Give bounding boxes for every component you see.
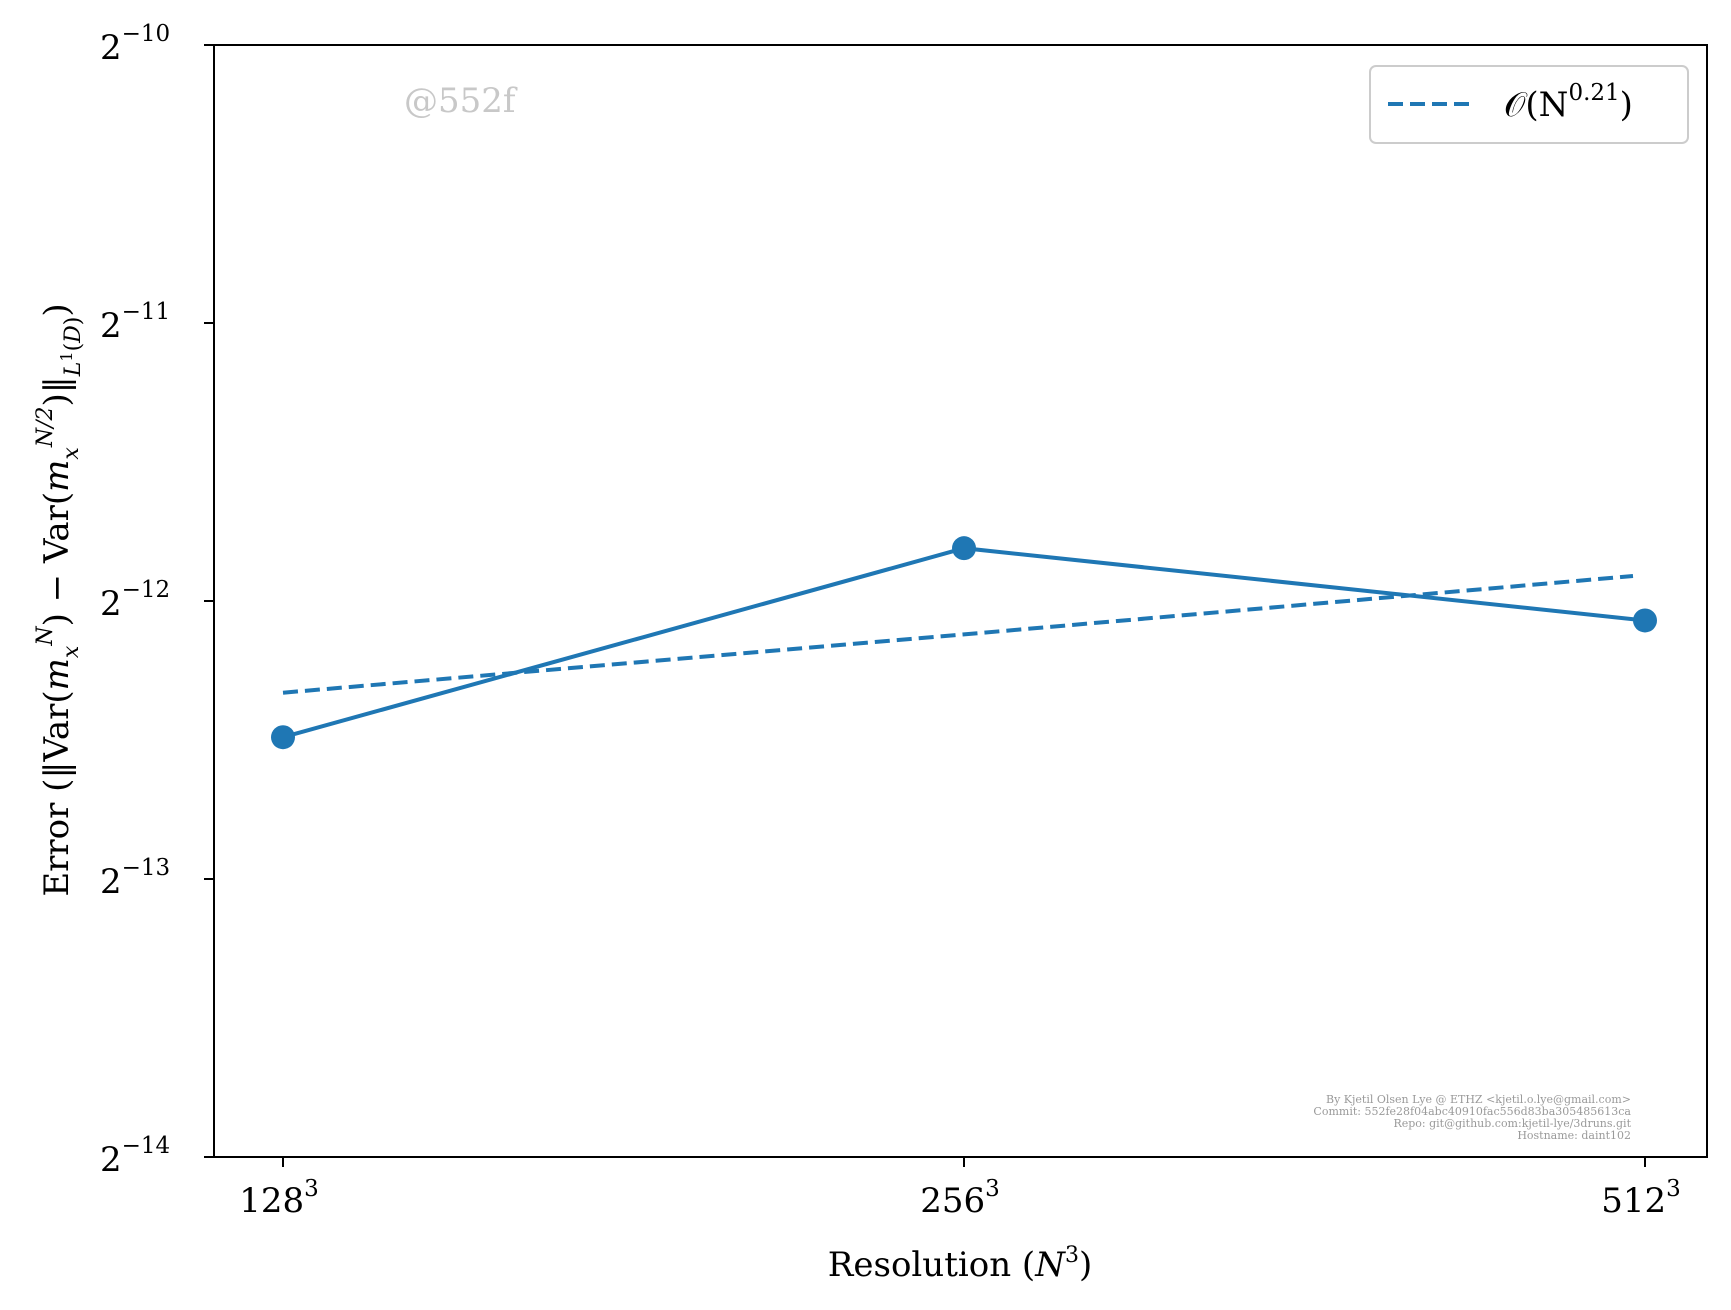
y-axis-label: Error (‖Var(mxN) − Var(mxN/2)‖L1(D))	[33, 303, 86, 896]
watermark: @552f	[404, 81, 518, 121]
legend: 𝒪(N0.21)	[1369, 65, 1689, 144]
x-tick-label: 5123	[1601, 1176, 1681, 1221]
metadata-line: Commit: 552fe28f04abc40910fac556d83ba305…	[1313, 1105, 1631, 1118]
metadata-line: Hostname: daint102	[1517, 1129, 1631, 1142]
series-layer	[271, 536, 1657, 750]
x-axis-label: Resolution (N3)	[828, 1243, 1092, 1285]
y-tick-label: 2−10	[100, 21, 170, 68]
y-tick-label: 2−14	[100, 1133, 170, 1180]
data-point	[952, 536, 976, 561]
x-tick-label: 1283	[239, 1176, 319, 1221]
data-point	[271, 725, 295, 750]
y-tick-label: 2−12	[100, 577, 170, 624]
legend-label: 𝒪(N0.21)	[1504, 80, 1633, 125]
plot-area	[213, 44, 1708, 1158]
data-point	[1633, 608, 1657, 633]
fit-line-dashed	[282, 574, 1634, 695]
y-tick-label: 2−11	[100, 299, 170, 346]
metadata-block: By Kjetil Olsen Lye @ ETHZ <kjetil.o.lye…	[1313, 1093, 1631, 1142]
y-tick-label: 2−13	[100, 855, 170, 902]
x-axis-ticks: 1283 2563 5123	[239, 1157, 1681, 1221]
x-tick-label: 2563	[920, 1176, 1000, 1221]
legend-box	[1369, 65, 1689, 144]
metadata-line: By Kjetil Olsen Lye @ ETHZ <kjetil.o.lye…	[1326, 1093, 1631, 1106]
y-axis-ticks: 2−14 2−13 2−12 2−11 2−10	[100, 21, 214, 1180]
metadata-line: Repo: git@github.com:kjetil-lye/3druns.g…	[1393, 1117, 1631, 1130]
